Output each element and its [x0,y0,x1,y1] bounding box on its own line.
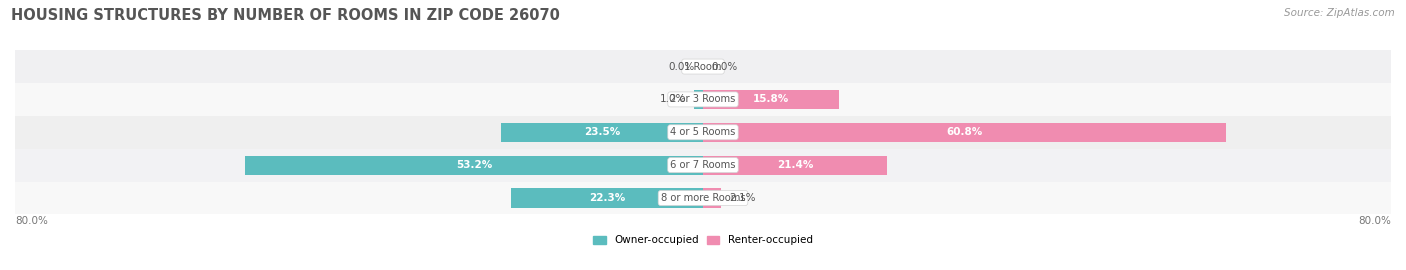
Text: 53.2%: 53.2% [456,160,492,170]
Text: 1 Room: 1 Room [685,62,721,72]
Bar [15,50,1391,83]
Bar [695,90,703,109]
Text: 60.8%: 60.8% [946,127,983,137]
Bar [512,188,703,208]
Text: 0.0%: 0.0% [668,62,695,72]
Text: 23.5%: 23.5% [583,127,620,137]
Bar [15,182,1391,214]
Text: 80.0%: 80.0% [15,216,48,226]
Bar [703,90,839,109]
Bar [703,188,721,208]
Text: 22.3%: 22.3% [589,193,626,203]
Text: 80.0%: 80.0% [1358,216,1391,226]
Text: 0.0%: 0.0% [711,62,738,72]
Text: 8 or more Rooms: 8 or more Rooms [661,193,745,203]
Bar [15,149,1391,182]
Bar [501,123,703,142]
Text: 2 or 3 Rooms: 2 or 3 Rooms [671,94,735,104]
Text: 1.0%: 1.0% [659,94,686,104]
Bar [15,116,1391,149]
Bar [15,83,1391,116]
Bar [703,156,887,175]
Text: 6 or 7 Rooms: 6 or 7 Rooms [671,160,735,170]
Bar [246,156,703,175]
Bar [703,123,1226,142]
Text: 4 or 5 Rooms: 4 or 5 Rooms [671,127,735,137]
Text: Source: ZipAtlas.com: Source: ZipAtlas.com [1284,8,1395,18]
Text: 21.4%: 21.4% [778,160,813,170]
Legend: Owner-occupied, Renter-occupied: Owner-occupied, Renter-occupied [593,235,813,245]
Text: 2.1%: 2.1% [730,193,756,203]
Text: 15.8%: 15.8% [752,94,789,104]
Text: HOUSING STRUCTURES BY NUMBER OF ROOMS IN ZIP CODE 26070: HOUSING STRUCTURES BY NUMBER OF ROOMS IN… [11,8,560,23]
